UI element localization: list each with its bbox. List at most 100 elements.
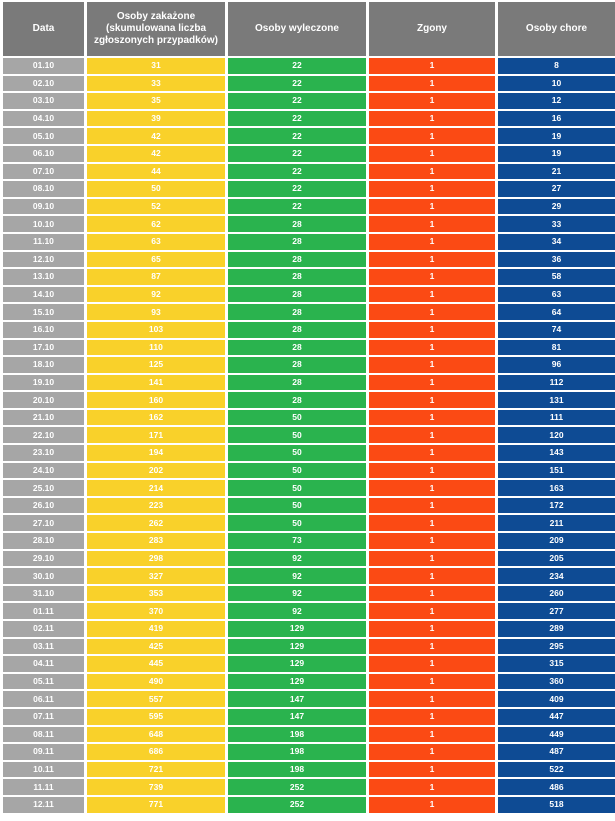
cell-date: 04.11 [3,656,84,672]
cell-infected: 648 [87,726,225,743]
cell-recovered: 22 [228,128,366,144]
cell-recovered: 28 [228,374,366,391]
cell-date: 24.10 [3,462,84,479]
cell-date: 18.10 [3,357,84,373]
cell-deaths: 1 [369,603,495,619]
cell-date: 07.10 [3,163,84,180]
cell-infected: 103 [87,321,225,338]
table-row: 04.10 39 22 1 16 [3,110,615,127]
cell-infected: 62 [87,216,225,232]
cell-recovered: 198 [228,726,366,743]
cell-date: 12.10 [3,251,84,268]
cell-sick: 409 [498,691,615,707]
cell-sick: 289 [498,621,615,637]
cell-recovered: 22 [228,181,366,197]
cell-infected: 42 [87,128,225,144]
cell-date: 01.10 [3,58,84,74]
cell-recovered: 92 [228,603,366,619]
table-row: 23.10 194 50 1 143 [3,445,615,461]
table-row: 31.10 353 92 1 260 [3,585,615,602]
cell-recovered: 50 [228,462,366,479]
cell-date: 10.11 [3,761,84,778]
cell-recovered: 50 [228,515,366,532]
cell-sick: 487 [498,744,615,760]
cell-infected: 686 [87,744,225,760]
table-row: 18.10 125 28 1 96 [3,357,615,373]
cell-sick: 277 [498,603,615,619]
table-row: 21.10 162 50 1 111 [3,409,615,426]
cell-sick: 449 [498,726,615,743]
cell-date: 06.10 [3,145,84,162]
cell-recovered: 252 [228,779,366,795]
table-row: 09.11 686 198 1 487 [3,744,615,760]
cell-deaths: 1 [369,497,495,514]
cell-sick: 34 [498,233,615,250]
cell-recovered: 28 [228,269,366,285]
cell-deaths: 1 [369,198,495,215]
cell-date: 17.10 [3,339,84,356]
cell-date: 11.10 [3,233,84,250]
cell-infected: 490 [87,673,225,690]
cell-recovered: 28 [228,216,366,232]
cell-recovered: 22 [228,93,366,109]
cell-infected: 223 [87,497,225,514]
cell-infected: 262 [87,515,225,532]
cell-deaths: 1 [369,321,495,338]
cell-infected: 202 [87,462,225,479]
cell-sick: 33 [498,216,615,232]
cell-recovered: 28 [228,286,366,303]
cell-sick: 21 [498,163,615,180]
cell-sick: 19 [498,145,615,162]
cell-deaths: 1 [369,286,495,303]
table-row: 02.10 33 22 1 10 [3,75,615,92]
cell-infected: 162 [87,409,225,426]
cell-infected: 425 [87,638,225,655]
cell-recovered: 28 [228,233,366,250]
cell-deaths: 1 [369,533,495,549]
cell-deaths: 1 [369,269,495,285]
cell-recovered: 50 [228,409,366,426]
cell-deaths: 1 [369,145,495,162]
table-row: 08.11 648 198 1 449 [3,726,615,743]
table-row: 12.10 65 28 1 36 [3,251,615,268]
cell-date: 02.11 [3,621,84,637]
cell-infected: 298 [87,550,225,567]
table-row: 13.10 87 28 1 58 [3,269,615,285]
cell-deaths: 1 [369,216,495,232]
cell-recovered: 28 [228,251,366,268]
header-recovered: Osoby wyleczone [228,2,366,56]
table-row: 30.10 327 92 1 234 [3,568,615,584]
cell-deaths: 1 [369,708,495,725]
cell-date: 20.10 [3,392,84,408]
cell-sick: 163 [498,480,615,496]
cell-deaths: 1 [369,480,495,496]
cell-sick: 211 [498,515,615,532]
cell-deaths: 1 [369,357,495,373]
cell-date: 07.11 [3,708,84,725]
cell-recovered: 50 [228,497,366,514]
cell-deaths: 1 [369,128,495,144]
cell-date: 31.10 [3,585,84,602]
cell-recovered: 28 [228,304,366,320]
cell-infected: 171 [87,427,225,444]
cell-deaths: 1 [369,181,495,197]
cell-deaths: 1 [369,744,495,760]
cell-deaths: 1 [369,568,495,584]
cell-sick: 143 [498,445,615,461]
cell-date: 09.10 [3,198,84,215]
cell-date: 29.10 [3,550,84,567]
cell-date: 04.10 [3,110,84,127]
cell-date: 26.10 [3,497,84,514]
table-row: 02.11 419 129 1 289 [3,621,615,637]
cell-infected: 39 [87,110,225,127]
cell-date: 02.10 [3,75,84,92]
cell-sick: 64 [498,304,615,320]
table-row: 06.11 557 147 1 409 [3,691,615,707]
cell-infected: 92 [87,286,225,303]
table-row: 29.10 298 92 1 205 [3,550,615,567]
cell-sick: 522 [498,761,615,778]
cell-date: 08.11 [3,726,84,743]
cell-recovered: 28 [228,392,366,408]
table-row: 17.10 110 28 1 81 [3,339,615,356]
